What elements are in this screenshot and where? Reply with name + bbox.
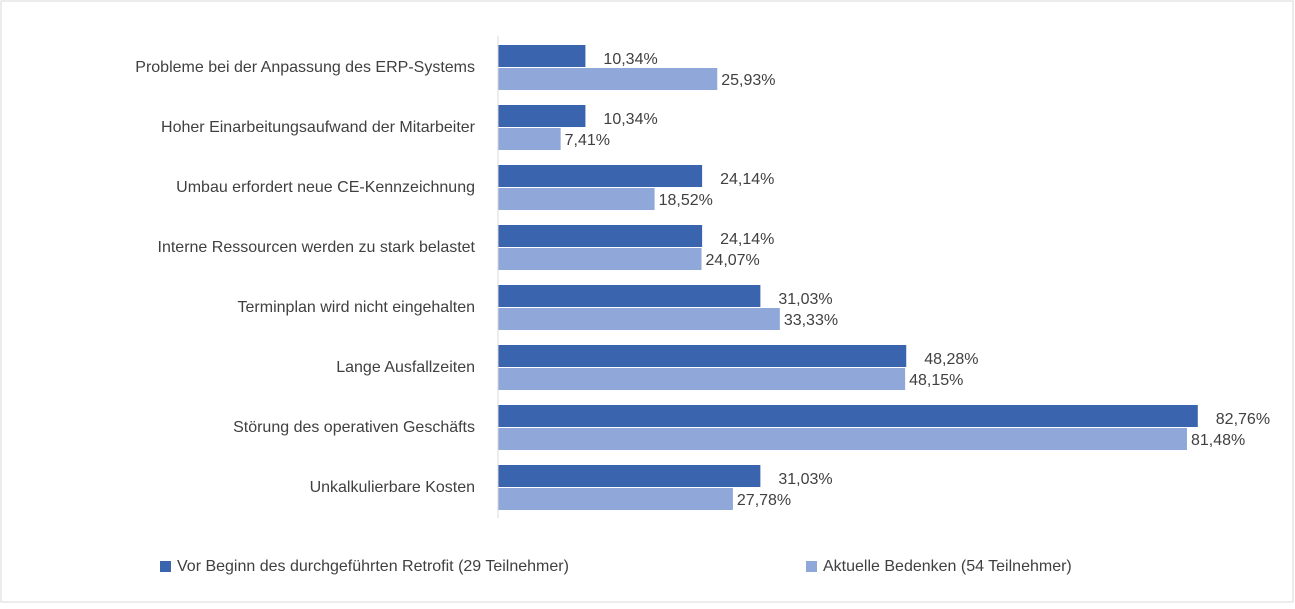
data-label: 31,03% bbox=[778, 471, 832, 488]
legend-label: Vor Beginn des durchgeführten Retrofit (… bbox=[177, 558, 569, 575]
data-label: 81,48% bbox=[1191, 432, 1245, 449]
category-label: Probleme bei der Anpassung des ERP-Syste… bbox=[135, 59, 475, 76]
data-label: 7,41% bbox=[565, 132, 610, 149]
bar bbox=[498, 345, 907, 367]
bar bbox=[498, 285, 761, 307]
bar bbox=[498, 308, 780, 330]
data-label: 48,15% bbox=[909, 372, 963, 389]
bar bbox=[498, 68, 718, 90]
data-label: 10,34% bbox=[603, 51, 657, 68]
category-label: Hoher Einarbeitungsaufwand der Mitarbeit… bbox=[161, 119, 476, 136]
data-label: 27,78% bbox=[737, 492, 791, 509]
data-label: 18,52% bbox=[659, 192, 713, 209]
category-label: Umbau erfordert neue CE-Kennzeichnung bbox=[176, 179, 475, 196]
legend-swatch bbox=[160, 561, 171, 572]
data-label: 33,33% bbox=[784, 312, 838, 329]
data-label: 10,34% bbox=[603, 111, 657, 128]
category-label: Unkalkulierbare Kosten bbox=[310, 479, 475, 496]
data-label: 31,03% bbox=[778, 291, 832, 308]
data-label: 25,93% bbox=[721, 72, 775, 89]
data-label: 48,28% bbox=[924, 351, 978, 368]
bar bbox=[498, 368, 906, 390]
bar bbox=[498, 405, 1198, 427]
bar bbox=[498, 188, 655, 210]
bar bbox=[498, 128, 561, 150]
bar bbox=[498, 488, 733, 510]
category-label: Störung des operativen Geschäfts bbox=[233, 419, 475, 436]
category-label: Terminplan wird nicht eingehalten bbox=[238, 299, 475, 316]
bar bbox=[498, 105, 586, 127]
bar bbox=[498, 248, 702, 270]
bar bbox=[498, 165, 703, 187]
data-label: 82,76% bbox=[1216, 411, 1270, 428]
legend-label: Aktuelle Bedenken (54 Teilnehmer) bbox=[823, 558, 1072, 575]
bar bbox=[498, 428, 1187, 450]
legend-swatch bbox=[806, 561, 817, 572]
data-label: 24,14% bbox=[720, 231, 774, 248]
data-label: 24,14% bbox=[720, 171, 774, 188]
data-label: 24,07% bbox=[706, 252, 760, 269]
bar bbox=[498, 225, 703, 247]
category-label: Interne Ressourcen werden zu stark belas… bbox=[158, 239, 476, 256]
bar bbox=[498, 465, 761, 487]
category-label: Lange Ausfallzeiten bbox=[336, 359, 475, 376]
bar bbox=[498, 45, 586, 67]
